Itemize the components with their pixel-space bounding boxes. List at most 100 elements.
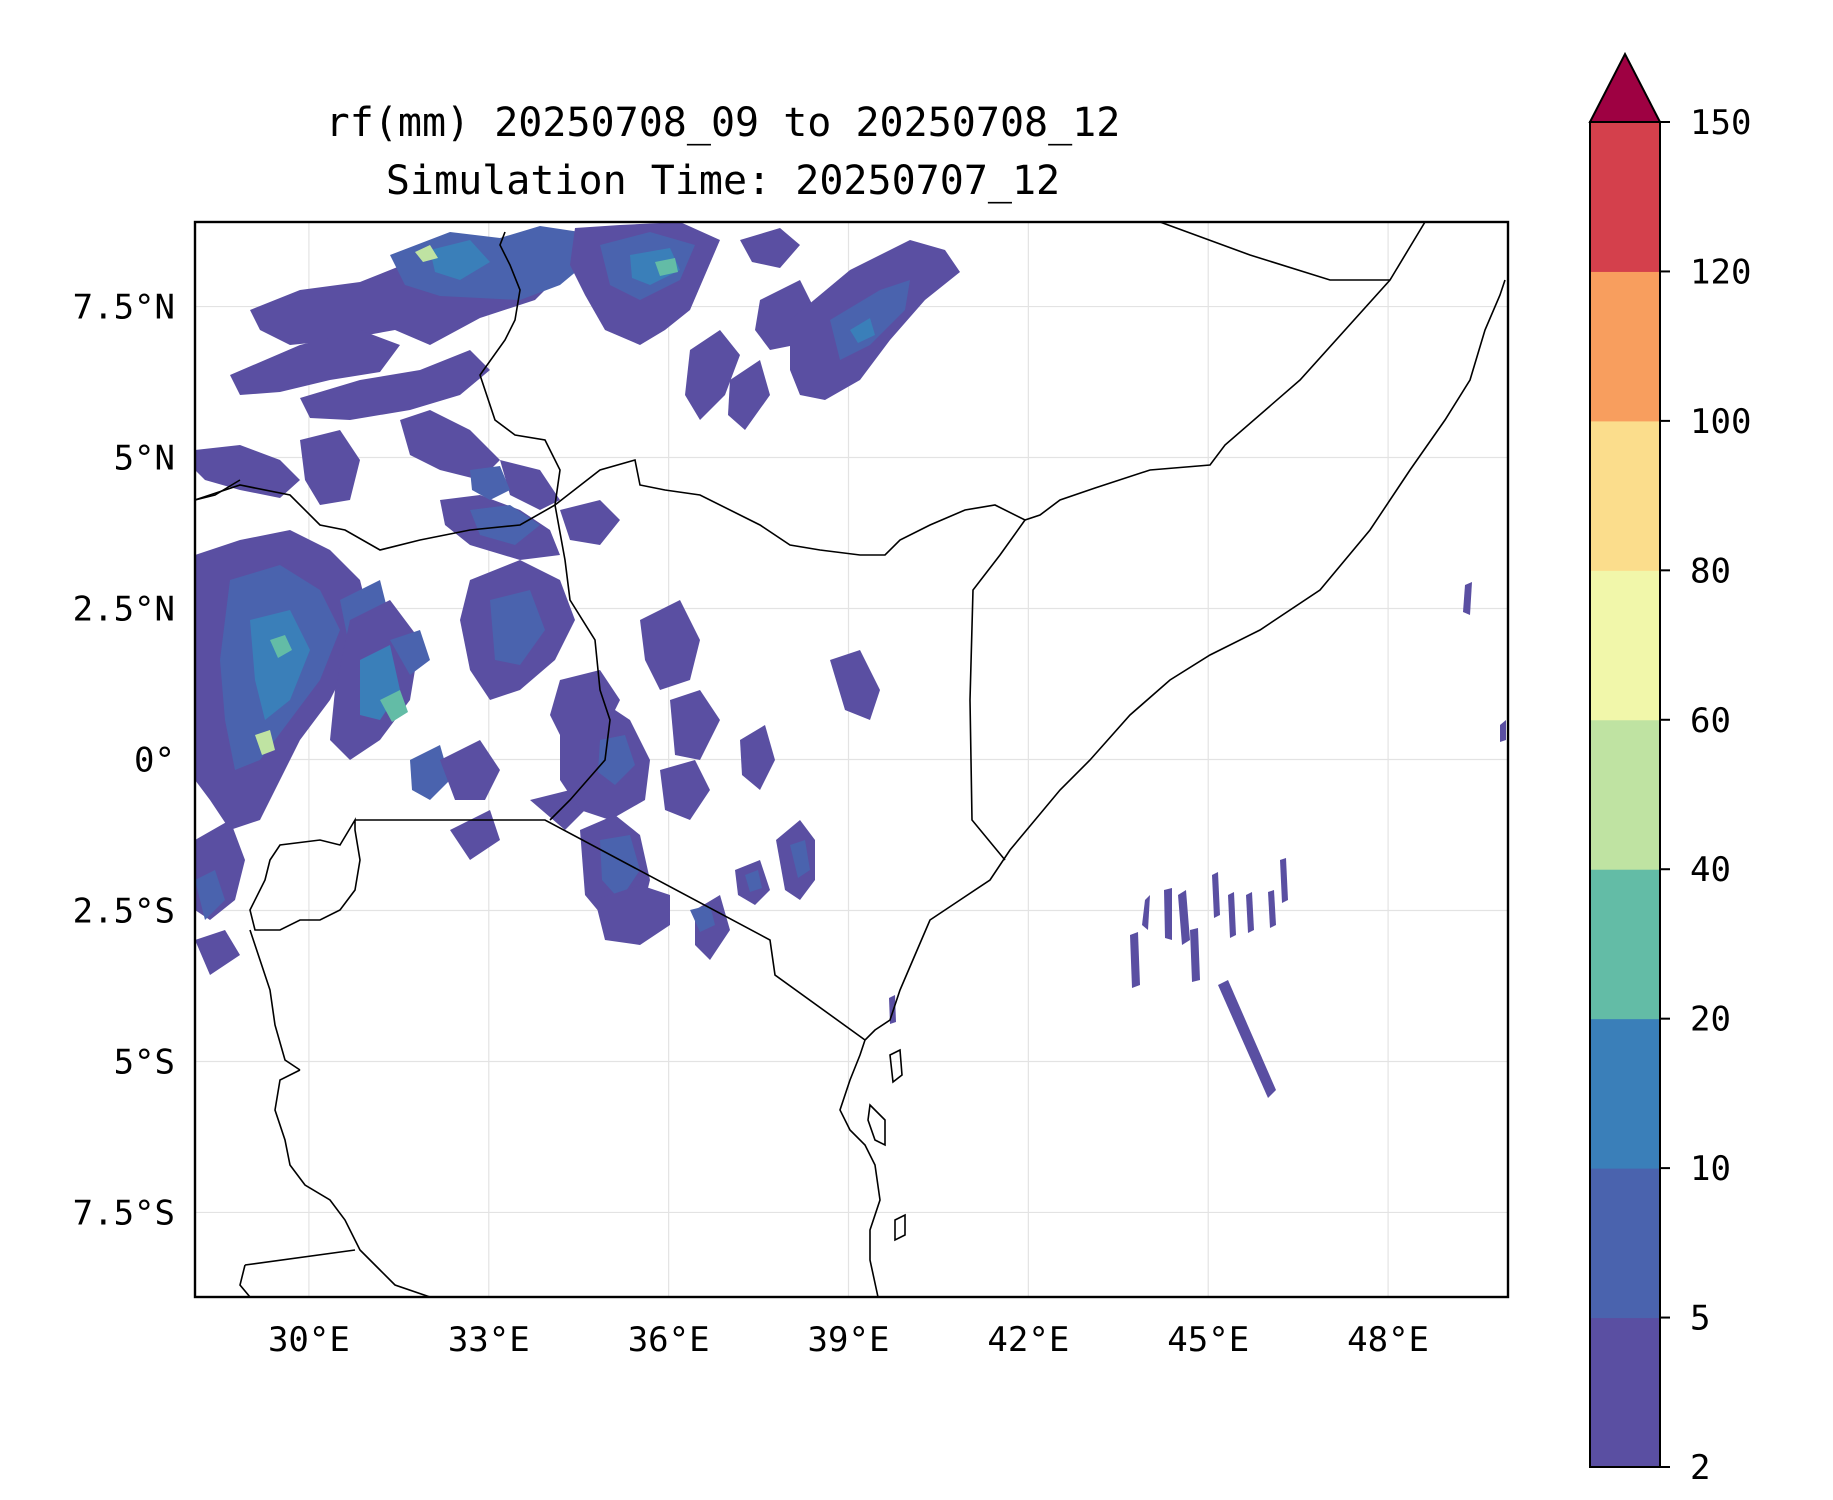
rainfall-patch xyxy=(790,840,810,878)
colorbar-tick-label: 2 xyxy=(1690,1448,1710,1488)
map-frame xyxy=(193,220,1510,1299)
colorbar-tick-label: 100 xyxy=(1690,402,1751,442)
rainfall-patch xyxy=(685,330,740,420)
rainfall-patch xyxy=(415,245,438,262)
y-tick-label: 5°N xyxy=(114,439,175,479)
colorbar-segment xyxy=(1590,1317,1660,1468)
rainfall-patch xyxy=(1218,980,1276,1098)
rainfall-patch xyxy=(1246,892,1254,933)
rainfall-patch xyxy=(530,790,585,830)
x-tick-label: 42°E xyxy=(987,1320,1069,1360)
rainfall-patch xyxy=(430,240,490,280)
rainfall-patch xyxy=(1268,890,1276,928)
coastline xyxy=(839,279,1506,1297)
colorbar-segment xyxy=(1590,1168,1660,1319)
rainfall-patch xyxy=(595,885,670,945)
colorbar-segment xyxy=(1590,869,1660,1020)
title-line-2: Simulation Time: 20250707_12 xyxy=(386,158,1060,204)
y-tick-label: 0° xyxy=(134,741,175,781)
border-line xyxy=(239,1264,251,1297)
title-line-1: rf(mm) 20250708_09 to 20250708_12 xyxy=(326,100,1121,146)
rainfall-patch xyxy=(1280,858,1288,903)
rainfall-patch xyxy=(850,318,875,343)
rainfall-patch xyxy=(1500,720,1506,742)
border-line xyxy=(355,819,866,1041)
rainfall-patch xyxy=(1164,888,1172,940)
x-tick-label: 48°E xyxy=(1347,1320,1429,1360)
rainfall-patch xyxy=(830,650,880,720)
rainfall-patch xyxy=(740,228,800,268)
border-line xyxy=(479,231,561,506)
rainfall-patch xyxy=(690,905,715,932)
x-axis-ticks: 30°E 33°E 36°E 39°E 42°E 45°E 48°E xyxy=(268,1320,1429,1360)
border-line xyxy=(1159,222,1390,281)
rainfall-patch xyxy=(195,930,240,975)
rainfall-field xyxy=(195,222,1506,1098)
island-mafia xyxy=(894,1213,906,1242)
colorbar-tick-label: 120 xyxy=(1690,252,1751,292)
x-tick-label: 45°E xyxy=(1167,1320,1249,1360)
rainfall-patch xyxy=(470,466,510,500)
y-tick-label: 5°S xyxy=(114,1042,175,1082)
colorbar-frame xyxy=(1589,121,1661,1468)
rainfall-patch xyxy=(490,590,545,665)
y-tick-label: 7.5°N xyxy=(73,288,175,328)
rainfall-patch xyxy=(250,610,310,720)
rainfall-patch xyxy=(728,360,770,430)
x-tick-label: 33°E xyxy=(448,1320,530,1360)
border-line xyxy=(195,479,241,501)
rainfall-patch xyxy=(600,835,640,900)
rainfall-patch xyxy=(1463,582,1472,615)
y-tick-label: 2.5°N xyxy=(73,590,175,630)
colorbar-segment xyxy=(1590,1018,1660,1169)
rainfall-patch xyxy=(255,730,275,755)
rainfall-patch xyxy=(230,330,400,395)
map-panel xyxy=(193,220,1510,1299)
island-zanzibar xyxy=(867,1103,886,1147)
colorbar-segment xyxy=(1590,719,1660,870)
border-line xyxy=(249,817,361,931)
y-tick-label: 2.5°S xyxy=(73,891,175,931)
rainfall-patch xyxy=(270,635,292,658)
rainfall-patch xyxy=(745,870,762,892)
colorbar-segment xyxy=(1590,122,1660,272)
rainfall-patch xyxy=(630,248,680,285)
x-tick-label: 36°E xyxy=(628,1320,710,1360)
rainfall-patch xyxy=(1178,890,1190,945)
rainfall-patch xyxy=(300,350,490,420)
rainfall-patch xyxy=(660,760,710,820)
country-borders xyxy=(195,222,1506,1297)
colorbar-tick-label: 5 xyxy=(1690,1299,1710,1339)
colorbar-tick-label: 80 xyxy=(1690,551,1731,591)
colorbar-tick-label: 60 xyxy=(1690,701,1731,741)
y-axis-ticks: 7.5°N 5°N 2.5°N 0° 2.5°S 5°S 7.5°S xyxy=(73,288,175,1234)
border-line xyxy=(195,222,1426,556)
colorbar-segment xyxy=(1590,570,1660,721)
colorbar-tick-label: 10 xyxy=(1690,1149,1731,1189)
border-line xyxy=(244,1249,356,1266)
island-pemba xyxy=(889,1048,903,1084)
rainfall-patch xyxy=(470,505,540,545)
border-line xyxy=(969,519,1026,861)
rainfall-patch xyxy=(1130,932,1140,988)
y-tick-label: 7.5°S xyxy=(73,1193,175,1233)
rainfall-patch xyxy=(195,870,225,920)
rainfall-patch xyxy=(390,226,590,300)
rainfall-patch xyxy=(1212,872,1220,918)
rainfall-patch xyxy=(195,445,300,498)
colorbar-segment xyxy=(1590,271,1660,422)
colorbar-segment xyxy=(1590,420,1660,571)
border-line xyxy=(274,1069,431,1297)
x-tick-label: 30°E xyxy=(268,1320,350,1360)
rainfall-patch xyxy=(390,630,430,675)
rainfall-patch xyxy=(450,810,500,860)
x-tick-label: 39°E xyxy=(808,1320,890,1360)
rainfall-patch xyxy=(560,500,620,545)
rainfall-patch xyxy=(410,745,450,800)
rainfall-patch xyxy=(380,690,408,722)
colorbar-tick-label: 40 xyxy=(1690,850,1731,890)
rainfall-patch xyxy=(1142,895,1150,930)
colorbar-tick-label: 150 xyxy=(1690,103,1751,143)
rainfall-patch xyxy=(740,725,775,790)
